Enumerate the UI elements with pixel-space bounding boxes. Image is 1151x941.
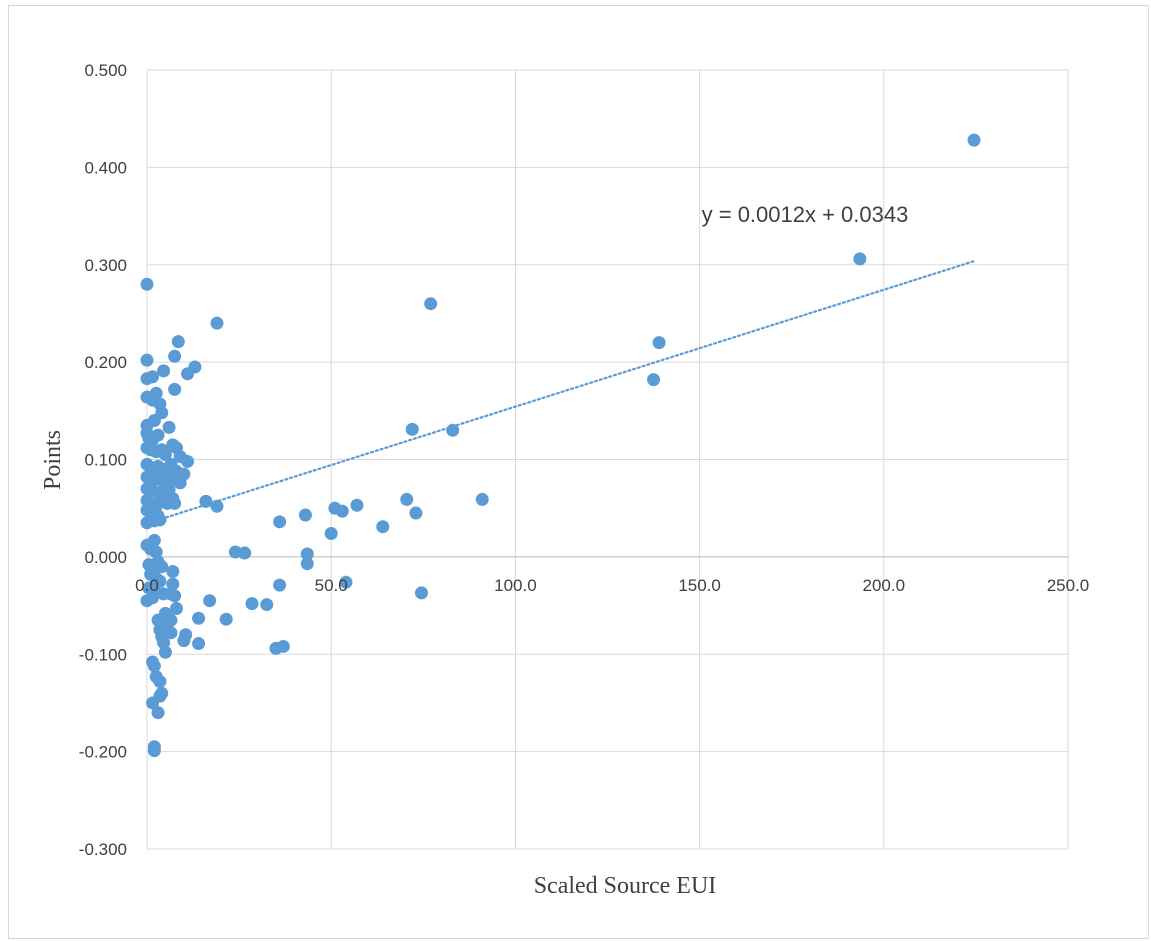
y-tick-label: 0.100 <box>84 451 127 470</box>
data-point <box>238 546 252 560</box>
x-tick-label: 200.0 <box>863 576 906 595</box>
data-point <box>203 594 217 608</box>
data-point <box>853 252 867 266</box>
data-point <box>158 448 172 462</box>
data-point <box>146 370 160 384</box>
data-point <box>199 494 213 508</box>
y-tick-label: 0.400 <box>84 158 127 177</box>
data-point <box>181 454 195 468</box>
y-tick-label: 0.200 <box>84 353 127 372</box>
data-point <box>409 506 423 520</box>
data-point <box>181 367 195 381</box>
data-point <box>168 349 182 363</box>
x-tick-label: 50.0 <box>315 576 348 595</box>
data-point <box>350 498 364 512</box>
chart-frame <box>8 5 1149 939</box>
data-points <box>140 133 981 758</box>
data-point <box>967 133 981 147</box>
data-point <box>276 639 290 653</box>
data-point <box>164 626 178 640</box>
data-point <box>153 513 167 527</box>
data-point <box>414 586 428 600</box>
trendline-equation: y = 0.0012x + 0.0343 <box>702 202 909 227</box>
data-point <box>171 335 185 349</box>
data-point <box>155 560 169 574</box>
data-point <box>146 591 160 605</box>
data-point <box>300 547 314 561</box>
data-point <box>146 393 160 407</box>
trendline-layer <box>145 260 976 525</box>
data-point <box>245 597 259 611</box>
data-point <box>162 420 176 434</box>
data-point <box>166 577 180 591</box>
data-point <box>192 637 206 651</box>
data-point <box>153 574 167 588</box>
data-point <box>210 499 224 513</box>
data-point <box>168 589 182 603</box>
y-tick-label: -0.300 <box>79 840 127 859</box>
data-point <box>210 316 224 330</box>
data-point <box>328 501 342 515</box>
data-point <box>147 744 161 758</box>
data-point <box>652 336 666 350</box>
data-point <box>157 364 171 378</box>
data-point <box>146 696 160 710</box>
y-tick-label: 0.300 <box>84 256 127 275</box>
data-point <box>376 520 390 534</box>
y-tick-labels: -0.300 -0.200 -0.100 0.000 0.100 0.200 0.300 0.… <box>79 61 127 859</box>
data-point <box>157 636 171 650</box>
data-point <box>424 297 438 311</box>
data-point <box>140 277 154 291</box>
x-tick-label: 250.0 <box>1047 576 1090 595</box>
data-point <box>324 527 338 541</box>
y-tick-label: -0.100 <box>79 645 127 664</box>
data-point <box>147 414 161 428</box>
data-point <box>158 645 172 659</box>
data-point <box>475 492 489 506</box>
y-tick-label: 0.000 <box>84 548 127 567</box>
data-point <box>140 353 154 367</box>
data-point <box>151 706 165 720</box>
data-point <box>166 564 180 578</box>
trendline <box>145 260 976 525</box>
data-point <box>177 634 191 648</box>
data-point <box>168 382 182 396</box>
x-tick-label: 0.0 <box>135 576 159 595</box>
data-point <box>147 659 161 673</box>
data-point <box>647 373 661 387</box>
data-point <box>173 476 187 490</box>
data-point <box>400 492 414 506</box>
data-point <box>192 611 206 625</box>
x-tick-label: 150.0 <box>678 576 721 595</box>
x-axis-title: Scaled Source EUI <box>534 873 717 899</box>
data-point <box>339 575 353 589</box>
data-point <box>300 557 314 571</box>
y-tick-label: -0.200 <box>79 743 127 762</box>
gridlines <box>146 69 1069 850</box>
x-tick-labels: 0.0 50.0 100.0 150.0 200.0 250.0 <box>135 576 1089 595</box>
data-point <box>168 496 182 510</box>
data-point <box>298 508 312 522</box>
data-point <box>273 578 287 592</box>
data-point <box>273 515 287 529</box>
data-point <box>446 423 460 437</box>
data-point <box>153 675 167 689</box>
data-point <box>151 428 165 442</box>
data-point <box>260 598 274 612</box>
x-tick-label: 100.0 <box>494 576 537 595</box>
y-tick-label: 0.500 <box>84 61 127 80</box>
y-axis-title: Points <box>40 430 66 490</box>
data-point <box>169 601 183 615</box>
data-point <box>149 545 163 559</box>
data-point <box>405 422 419 436</box>
data-point <box>219 612 233 626</box>
